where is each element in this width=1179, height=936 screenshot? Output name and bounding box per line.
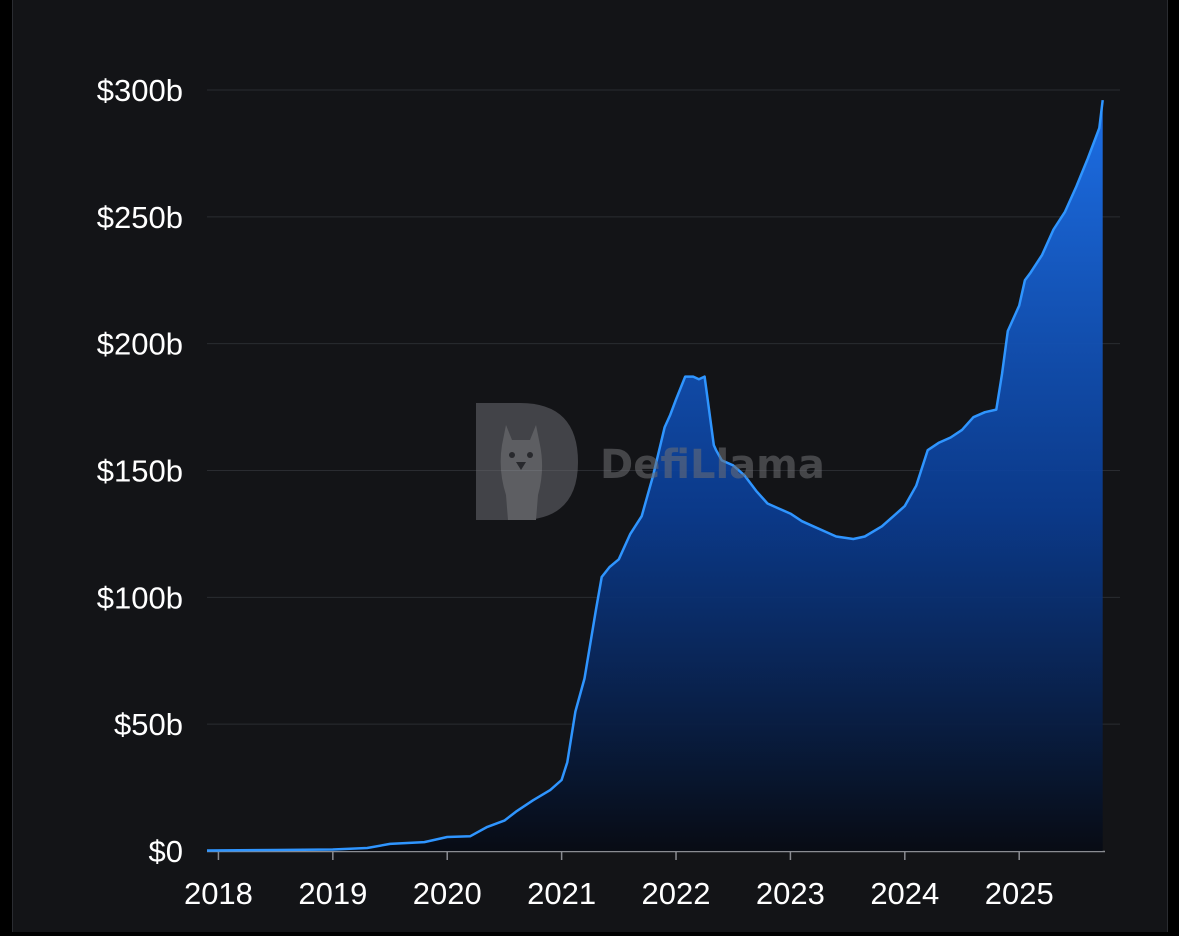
x-axis: 2018 2019 2020 2021 2022 2023 2024 2025 xyxy=(184,850,1105,911)
y-tick-label: $0 xyxy=(149,834,183,869)
y-tick-label: $250b xyxy=(97,200,183,235)
x-tick-label: 2023 xyxy=(756,876,825,911)
y-tick-label: $300b xyxy=(97,73,183,108)
y-axis: $0 $50b $100b $150b $200b $250b $300b xyxy=(97,73,183,869)
x-tick-label: 2022 xyxy=(642,876,711,911)
y-tick-label: $100b xyxy=(97,580,183,615)
x-tick-label: 2018 xyxy=(184,876,253,911)
series-layer xyxy=(206,99,1104,852)
defillama-logo-icon xyxy=(476,403,578,520)
x-tick-label: 2025 xyxy=(985,876,1054,911)
x-tick-label: 2021 xyxy=(527,876,596,911)
y-tick-label: $50b xyxy=(114,707,183,742)
y-tick-label: $150b xyxy=(97,454,183,489)
series-area xyxy=(207,100,1103,852)
watermark: DefiLlama xyxy=(476,403,825,520)
x-tick-label: 2020 xyxy=(413,876,482,911)
x-tick-label: 2024 xyxy=(870,876,939,911)
y-tick-label: $200b xyxy=(97,327,183,362)
watermark-text: DefiLlama xyxy=(600,442,825,488)
series-line xyxy=(206,99,1104,852)
x-tick-label: 2019 xyxy=(298,876,367,911)
